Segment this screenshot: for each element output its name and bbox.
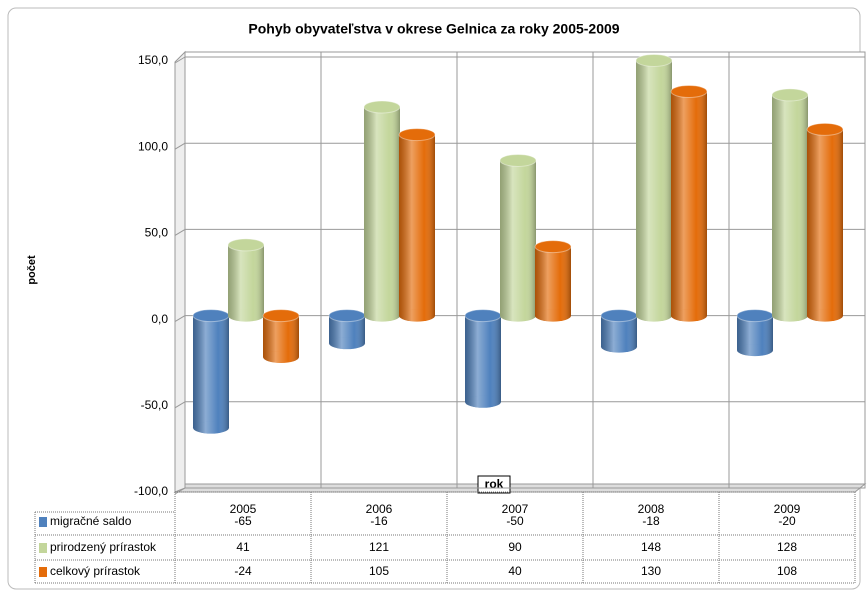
bar-shade [636,60,672,316]
bar-bottom-shade [671,309,707,322]
table-value: -18 [642,514,660,528]
x-axis-label: rok [485,477,504,491]
bar-shade [399,134,435,316]
bar-shade [535,246,571,316]
bar-top [534,240,572,254]
bar-shade [807,129,843,316]
table-value: -65 [234,514,252,528]
y-tick-label: 50,0 [145,226,169,240]
grid-line-side [174,401,186,409]
x-tick-label: 2007 [502,502,529,516]
bar-top [363,100,401,114]
bar-bottom-shade [465,395,501,408]
grid-line-side [174,228,186,236]
bar-shade [228,244,264,316]
legend-swatch [39,543,47,553]
grid-line-side [174,142,186,150]
bar-top [736,309,774,323]
table-value: 148 [641,540,661,554]
x-tick-label: 2006 [366,502,393,516]
bar-bottom-shade [636,309,672,322]
y-tick-label: 100,0 [138,139,168,153]
bar-bottom-shade [193,421,229,434]
grid-line-side [174,56,186,64]
side-wall [174,50,186,493]
table-value: -20 [778,514,796,528]
bar-top [398,128,436,142]
bar-shade [364,106,400,316]
table-value: 41 [236,540,250,554]
bar-bottom-shade [535,309,571,322]
legend-swatch [39,517,47,527]
y-axis-label: počet [26,255,38,285]
table-value: 108 [777,564,797,578]
table-value: 40 [508,564,522,578]
x-tick-label: 2008 [638,502,665,516]
table-value: -24 [234,564,252,578]
bar-top [771,88,809,102]
table-value: 105 [369,564,389,578]
bar-bottom-shade [364,309,400,322]
legend-label: prirodzený prírastok [50,540,157,554]
legend-swatch [39,567,47,577]
bar-top [328,309,366,323]
table-value: 128 [777,540,797,554]
bar-top [806,122,844,136]
bar-shade [465,315,501,402]
bar-bottom-shade [500,309,536,322]
bar-top [635,53,673,67]
grid-line-side [174,315,186,323]
bar-top [670,84,708,98]
bar-top [464,309,502,323]
bar-bottom-shade [772,309,808,322]
bar-shade [500,160,536,316]
bar-bottom-shade [329,337,365,350]
y-tick-label: -100,0 [134,484,168,498]
x-tick-label: 2009 [774,502,801,516]
bar-top [600,309,638,323]
chart-title: Pohyb obyvateľstva v okrese Gelnica za r… [248,21,619,37]
table-value: 130 [641,564,661,578]
bar-bottom-shade [228,309,264,322]
bar-top [227,238,265,252]
bar-top [262,309,300,323]
bar-shade [263,315,299,357]
y-tick-label: -50,0 [141,398,169,412]
bar-bottom-shade [737,344,773,357]
table-value: 90 [508,540,522,554]
bar-bottom-shade [263,350,299,363]
table-value: -16 [370,514,388,528]
bar-shade [193,315,229,428]
legend-label: celkový prírastok [50,564,141,578]
y-tick-label: 0,0 [151,312,168,326]
table-value: 121 [369,540,389,554]
legend-label: migračné saldo [50,514,132,528]
table-value: -50 [506,514,524,528]
bar-bottom-shade [807,309,843,322]
bar-top [499,153,537,167]
bar-top [192,309,230,323]
y-tick-label: 150,0 [138,53,168,67]
bar-bottom-shade [601,340,637,353]
bar-shade [671,91,707,316]
bar-bottom-shade [399,309,435,322]
grid-line-side [174,487,186,495]
bar-shade [772,94,808,316]
x-tick-label: 2005 [230,502,257,516]
x-axis-label-box [477,475,511,494]
